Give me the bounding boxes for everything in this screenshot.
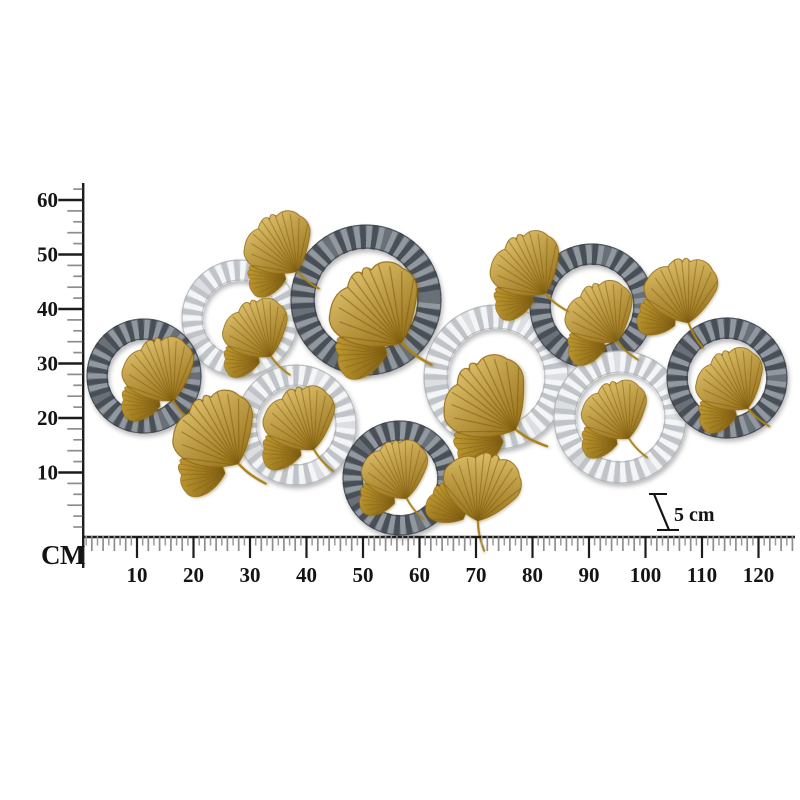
bottom-ruler-label: 20 <box>183 563 204 587</box>
bottom-ruler-label: 70 <box>466 563 487 587</box>
depth-indicator: 5 cm <box>649 493 715 531</box>
bottom-ruler-label: 10 <box>127 563 148 587</box>
left-ruler-label: 60 <box>37 188 58 212</box>
bottom-ruler-label: 100 <box>630 563 662 587</box>
left-ruler-label: 30 <box>37 352 58 376</box>
bottom-ruler: 10 20 30 40 50 60 70 80 90 100 110 120 <box>82 535 795 587</box>
left-ruler-label: 20 <box>37 406 58 430</box>
left-ruler-label: 40 <box>37 297 58 321</box>
wall-decor-artwork <box>86 197 794 557</box>
left-ruler-label: 50 <box>37 243 58 267</box>
left-ruler: 10 20 30 40 50 60 <box>37 183 85 568</box>
bottom-ruler-label: 80 <box>522 563 543 587</box>
bottom-ruler-label: 50 <box>353 563 374 587</box>
pleated-ring-light <box>553 350 687 484</box>
bottom-ruler-label: 90 <box>579 563 600 587</box>
bottom-ruler-label: 40 <box>296 563 317 587</box>
bottom-ruler-label: 30 <box>240 563 261 587</box>
bottom-ruler-label: 110 <box>687 563 717 587</box>
bottom-ruler-label: 120 <box>743 563 775 587</box>
bottom-ruler-label: 60 <box>409 563 430 587</box>
left-ruler-label: 10 <box>37 461 58 485</box>
depth-label: 5 cm <box>674 504 715 526</box>
pleated-ring-dark <box>666 317 788 439</box>
unit-label: CM <box>41 540 85 570</box>
